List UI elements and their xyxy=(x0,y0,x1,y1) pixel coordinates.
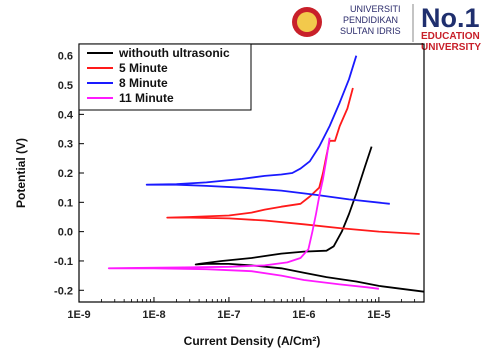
series-line-3 xyxy=(145,55,390,205)
series-line-1 xyxy=(194,146,425,293)
x-tick-label: 1E-7 xyxy=(217,309,240,321)
logo-line-1: UNIVERSITI xyxy=(350,4,401,14)
logo-line-2: PENDIDIKAN xyxy=(343,15,398,25)
axis-ticks: 1E-9 1E-8 1E-7 1E-6 1E-5 -0.2 -0.1 0.0 0.1 0.2 0.3… xyxy=(54,51,416,321)
x-axis-title: Current Density (A/Cm²) xyxy=(184,334,321,348)
y-tick-label: -0.1 xyxy=(54,256,73,268)
x-tick-label: 1E-6 xyxy=(292,309,315,321)
series-line-4 xyxy=(107,137,380,290)
y-tick-label: 0.2 xyxy=(58,168,73,180)
y-axis-title: Potential (V) xyxy=(14,138,28,208)
y-tick-label: 0.4 xyxy=(58,109,74,121)
series-lines xyxy=(107,55,425,293)
rank-line-1: EDUCATION xyxy=(421,31,480,42)
crest-inner-icon xyxy=(297,12,317,32)
x-tick-label: 1E-9 xyxy=(67,309,90,321)
x-tick-label: 1E-5 xyxy=(367,309,390,321)
y-tick-label: 0.3 xyxy=(58,139,73,151)
y-tick-label: 0.5 xyxy=(58,80,73,92)
y-tick-label: 0.0 xyxy=(58,227,73,239)
rank-text: No.1 xyxy=(421,3,480,33)
series-line-2 xyxy=(166,87,420,235)
university-logo: UNIVERSITI PENDIDIKAN SULTAN IDRIS No.1 … xyxy=(292,3,481,53)
y-tick-label: 0.6 xyxy=(58,51,73,63)
logo-line-3: SULTAN IDRIS xyxy=(340,26,401,36)
legend-label: 8 Minute xyxy=(119,76,168,90)
legend-label: 5 Minute xyxy=(119,61,168,75)
x-tick-label: 1E-8 xyxy=(142,309,165,321)
y-tick-label: -0.2 xyxy=(54,285,73,297)
y-tick-label: 0.1 xyxy=(58,197,73,209)
legend-label: withouth ultrasonic xyxy=(118,46,230,60)
rank-line-2: UNIVERSITY xyxy=(421,42,481,53)
legend-box xyxy=(78,43,252,111)
legend-label: 11 Minute xyxy=(119,91,174,105)
